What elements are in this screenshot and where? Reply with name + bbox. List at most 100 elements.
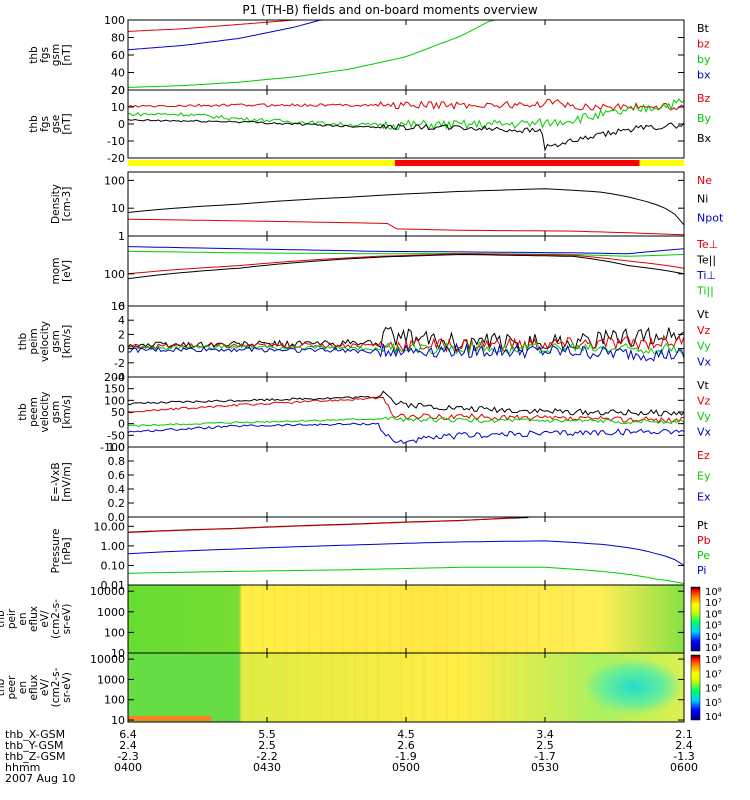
- spectrogram-column: [285, 653, 288, 722]
- panel-density: 1 10 100 Density[cm-3] Ne Ni Npot: [50, 171, 724, 243]
- legend-Pb: Pb: [697, 534, 711, 547]
- footer-value-y_gsm: 2.5: [258, 739, 276, 752]
- ylabel-line: fgs: [39, 47, 51, 63]
- ylabel-line: eV/: [39, 610, 51, 628]
- ytick-label: 0.2: [108, 497, 126, 510]
- legend-Bt: Bt: [697, 22, 710, 35]
- ytick-label: 10: [111, 202, 125, 215]
- ylabel-line: thb: [0, 678, 7, 696]
- series-Vy: [127, 416, 685, 428]
- ytick-label: 100: [104, 174, 125, 187]
- panel-temp: 10 100 mom[eV] Te⊥ Te|| Ti⊥ Ti||: [50, 235, 718, 313]
- spectrogram-column: [526, 653, 529, 722]
- ylabel: E=-VxB[mV/m]: [50, 462, 73, 501]
- ylabel-line: gsm: [50, 44, 62, 66]
- legend-Pt: Pt: [697, 519, 709, 532]
- series-Vz: [127, 334, 685, 353]
- series-Vx: [127, 342, 685, 362]
- legend-Ne: Ne: [697, 174, 712, 187]
- footer-value-x_gsm: 2.1: [675, 728, 693, 741]
- ytick-label: -100: [100, 441, 125, 454]
- ytick-label: 40: [111, 67, 125, 80]
- legend-Te||: Te||: [696, 254, 716, 267]
- spectrogram-column: [526, 585, 529, 653]
- ylabel-line: [nT]: [61, 44, 73, 65]
- spectrogram-column: [560, 653, 563, 722]
- series-Ti_par: [127, 250, 685, 257]
- footer-value-z_gsm: -2.3: [117, 750, 138, 763]
- colorbar-label: 10⁵: [705, 621, 722, 632]
- ytick-label: 4: [118, 314, 125, 327]
- footer-value-hhmm: 0530: [531, 761, 559, 774]
- spectrogram-column: [365, 585, 368, 653]
- panel-frame: [127, 19, 685, 91]
- series-bz: [127, 19, 323, 32]
- spectrogram-column: [572, 585, 575, 653]
- spectrogram-column: [388, 653, 391, 722]
- panel-peir_eflux: 10³10⁴10⁵10⁶10⁷10⁸10100100010000thbpeire…: [0, 584, 722, 660]
- ylabel-line: gse: [50, 115, 62, 134]
- ylabel-line: sr-eV): [61, 604, 73, 635]
- series-Bz: [127, 98, 685, 112]
- ylabel-line: [nPa]: [61, 537, 73, 564]
- spectrogram-column: [491, 585, 494, 653]
- spectrogram-column: [319, 653, 322, 722]
- ytick-label: 0.01: [101, 579, 126, 592]
- spectrogram-column: [491, 653, 494, 722]
- series-By: [127, 98, 685, 131]
- spectrogram-column: [319, 585, 322, 653]
- ytick-label: 10000: [90, 653, 125, 666]
- ytick-label: 0.0: [108, 511, 126, 524]
- ytick-label: 1000: [97, 673, 125, 686]
- series-bx: [127, 19, 334, 51]
- spectrogram-column: [480, 585, 483, 653]
- footer-value-y_gsm: 2.5: [536, 739, 554, 752]
- legend-Vx: Vx: [697, 355, 712, 368]
- footer-value-y_gsm: 2.6: [397, 739, 415, 752]
- mode-bar: [128, 160, 684, 166]
- spectrogram-column: [342, 653, 345, 722]
- ylabel-line: peim: [28, 328, 40, 354]
- ytick-label: 0: [118, 343, 125, 356]
- spectrogram-column: [434, 585, 437, 653]
- spectrogram-column: [296, 653, 299, 722]
- footer-value-hhmm: 0430: [253, 761, 281, 774]
- panel-pressure: 0.01 0.10 1.00 10.00 Pressure[nPa] Pt Pb Pe Pi: [50, 516, 711, 592]
- spectrogram-peir_eflux: [128, 585, 684, 653]
- colorbar-label: 10⁴: [705, 712, 722, 723]
- spectrogram-column: [537, 585, 540, 653]
- spectrogram-column: [262, 585, 265, 653]
- ylabel: Pressure[nPa]: [50, 529, 73, 574]
- footer-value-z_gsm: -2.2: [256, 750, 277, 763]
- ytick-label: 2: [118, 328, 125, 341]
- ytick-label: 10.00: [94, 520, 126, 533]
- ylabel-line: [mV/m]: [61, 462, 73, 501]
- ylabel-line: eflux: [28, 606, 40, 632]
- colorbar-label: 10⁸: [705, 587, 722, 598]
- ytick-label: -10: [107, 135, 125, 148]
- ylabel-line: thb: [0, 610, 7, 628]
- spectrogram-column: [342, 585, 345, 653]
- mode-bar-segment: [639, 160, 684, 166]
- legend-Vy: Vy: [697, 340, 711, 353]
- legend-Vz: Vz: [697, 324, 711, 337]
- ylabel-line: peir: [6, 608, 18, 629]
- colorbar-label: 10⁶: [705, 684, 722, 695]
- spectrogram-column: [388, 585, 391, 653]
- ytick-label: 1: [118, 230, 125, 243]
- footer-value-x_gsm: 4.5: [397, 728, 415, 741]
- spectrogram-column: [514, 653, 517, 722]
- spectrogram-low-energy-band: [128, 716, 212, 721]
- ylabel-line: E=-VxB: [50, 462, 62, 501]
- spectrogram-column: [377, 653, 380, 722]
- spectrogram-column: [549, 585, 552, 653]
- legend-Ti||: Ti||: [696, 285, 714, 298]
- panel-frame: [127, 446, 685, 518]
- footer-label: hhmm: [5, 761, 40, 774]
- ylabel-line: [km/s]: [61, 325, 73, 359]
- legend-Bz: Bz: [697, 92, 711, 105]
- ytick-label: 0: [118, 418, 125, 431]
- legend-bx: bx: [697, 69, 711, 82]
- ylabel-line: sr-eV): [61, 672, 73, 703]
